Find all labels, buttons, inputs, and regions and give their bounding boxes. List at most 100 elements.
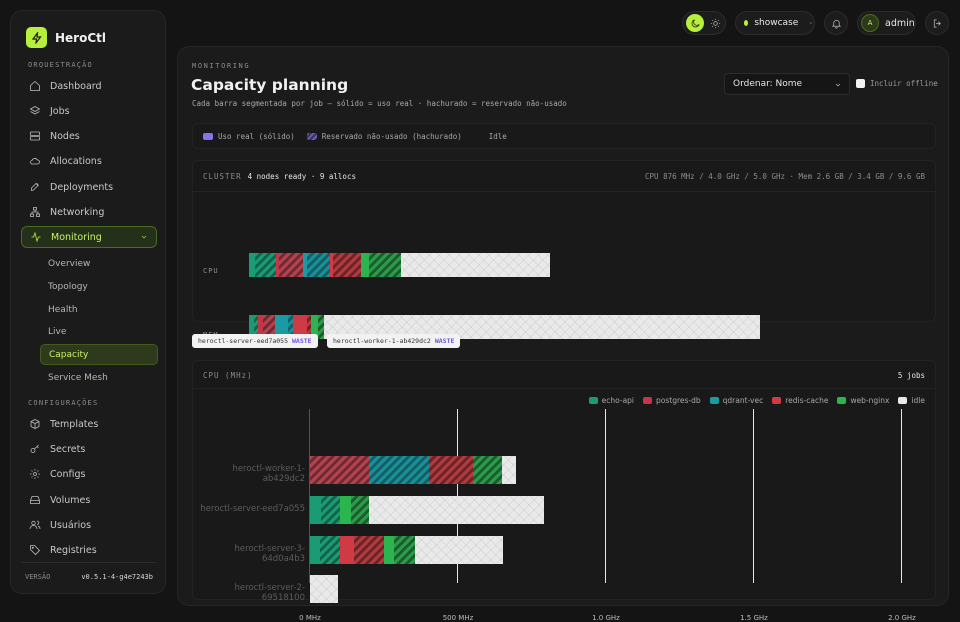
seg-echo-api-reserved — [255, 253, 276, 277]
sidebar-item-monitoring[interactable]: Monitoring — [21, 226, 157, 248]
checkbox-box[interactable] — [856, 79, 865, 88]
cpu-jobs-count: 5 jobs — [897, 371, 925, 380]
server-icon — [30, 131, 40, 141]
axis-tick: 1.0 GHz — [592, 614, 620, 622]
node-cpu-bar[interactable] — [310, 536, 503, 564]
seg-nginx-reserved — [473, 456, 502, 484]
sidebar-item-secrets[interactable]: Secrets — [21, 438, 157, 460]
seg-echo-api — [249, 315, 254, 339]
seg-nginx-reserved — [394, 536, 415, 564]
page-kicker: MONITORING — [192, 62, 251, 70]
seg-nginx — [361, 253, 369, 277]
seg-redis — [340, 536, 354, 564]
include-offline-label: Incluir offline — [870, 79, 938, 88]
seg-redis-reserved — [307, 315, 311, 339]
sidebar-item-label: Dashboard — [50, 80, 102, 92]
user-name: admin — [885, 17, 915, 29]
brand[interactable]: HeroCtl — [26, 27, 106, 48]
sidebar-sub-capacity[interactable]: Capacity — [40, 344, 158, 365]
legend-solid: Uso real (sólido) — [218, 131, 295, 141]
axis-tick: 0 MHz — [299, 614, 321, 622]
sidebar-sub-live[interactable]: Live — [48, 326, 67, 337]
sidebar-item-configs[interactable]: Configs — [21, 463, 157, 485]
waste-tag-label: WASTE — [292, 337, 312, 345]
node-cpu-bar[interactable] — [310, 575, 338, 603]
seg-idle — [401, 253, 550, 277]
cluster-mem-bar[interactable] — [249, 315, 760, 339]
moon-icon[interactable] — [686, 14, 704, 32]
tag-icon — [30, 545, 41, 556]
node-cpu-bar[interactable] — [310, 496, 544, 524]
box-icon — [30, 419, 40, 429]
sidebar-item-nodes[interactable]: Nodes — [21, 125, 157, 147]
seg-idle — [369, 496, 544, 524]
legend-swatch — [772, 397, 782, 404]
page-title: Capacity planning — [191, 76, 349, 94]
logout-button[interactable] — [925, 11, 949, 35]
theme-toggle[interactable] — [682, 11, 726, 35]
seg-echo-api-reserved — [321, 496, 340, 524]
sidebar-item-label: Allocations — [50, 155, 102, 167]
sidebar-item-label: Usuários — [50, 519, 92, 531]
cluster-row-cpu-label: CPU — [203, 267, 219, 275]
seg-echo-api — [249, 253, 255, 277]
legend-idle: Idle — [488, 131, 507, 141]
chevron-down-icon — [835, 83, 841, 87]
node-label: heroctl-server-3-64d0a4b3 — [234, 544, 305, 564]
seg-nginx-reserved — [351, 496, 369, 524]
sidebar-sub-overview[interactable]: Overview — [48, 258, 91, 269]
sidebar-item-users[interactable]: Usuários — [21, 514, 157, 536]
sidebar-item-networking[interactable]: Networking — [21, 201, 157, 223]
cluster-cpu-bar[interactable] — [249, 253, 550, 277]
notifications-button[interactable] — [824, 11, 848, 35]
gridline — [309, 409, 310, 583]
seg-nginx — [384, 536, 394, 564]
gear-icon — [30, 469, 40, 479]
waste-tag[interactable]: heroctl-server-eed7a055 WASTE — [192, 334, 318, 348]
chevron-down-icon — [809, 22, 813, 24]
sort-select[interactable]: Ordenar: Nome — [724, 73, 850, 95]
axis-tick: 500 MHz — [442, 614, 474, 622]
user-menu[interactable]: A admin — [857, 11, 916, 35]
node-cpu-bar[interactable] — [310, 456, 516, 484]
version-info: VERSÃO v0.5.1-4-g4e7243b — [25, 573, 153, 581]
seg-qdrant-reserved — [369, 456, 429, 484]
sun-icon[interactable] — [710, 18, 721, 29]
sidebar-item-dashboard[interactable]: Dashboard — [21, 75, 157, 97]
sidebar-item-label: Nodes — [50, 130, 80, 142]
sidebar-item-deployments[interactable]: Deployments — [21, 176, 157, 198]
sidebar-item-label: Networking — [50, 206, 105, 218]
sidebar-item-templates[interactable]: Templates — [21, 413, 157, 435]
sidebar-sub-service-mesh[interactable]: Service Mesh — [48, 372, 108, 383]
seg-qdrant — [275, 315, 288, 339]
sidebar-item-jobs[interactable]: Jobs — [21, 100, 157, 122]
cpu-legend: echo-api postgres-db qdrant-vec redis-ca… — [588, 396, 925, 405]
brand-name: HeroCtl — [55, 30, 106, 45]
seg-nginx — [311, 315, 318, 339]
cluster-summary: 4 nodes ready · 9 allocs — [247, 172, 356, 181]
seg-redis — [293, 315, 307, 339]
gridline — [605, 409, 606, 583]
seg-qdrant-reserved — [307, 253, 330, 277]
sidebar-item-registries[interactable]: Registries — [21, 539, 157, 561]
legend-qdrant-vec: qdrant-vec — [722, 396, 764, 405]
seg-redis-reserved — [354, 536, 384, 564]
include-offline-checkbox[interactable]: Incluir offline — [856, 79, 938, 88]
waste-tag[interactable]: heroctl-worker-1-ab429dc2 WASTE — [327, 334, 461, 348]
home-icon — [30, 80, 40, 91]
environment-selector[interactable]: showcase — [735, 11, 815, 35]
cpu-chart-title: CPU (MHz) — [203, 371, 253, 380]
cluster-stats: CPU 876 MHz / 4.0 GHz / 5.0 GHz · Mem 2.… — [645, 172, 925, 181]
seg-redis-reserved — [333, 253, 361, 277]
drive-icon — [30, 496, 40, 504]
sidebar-item-allocations[interactable]: Allocations — [21, 150, 157, 172]
cluster-label: CLUSTER — [203, 172, 242, 181]
sidebar-item-volumes[interactable]: Volumes — [21, 489, 157, 511]
key-icon — [30, 444, 39, 453]
sidebar-sub-health[interactable]: Health — [48, 304, 78, 315]
avatar: A — [861, 14, 879, 32]
idle-swatch — [474, 133, 484, 140]
cpu-chart-card: CPU (MHz) 5 jobs echo-api postgres-db qd… — [192, 360, 936, 622]
sidebar-sub-topology[interactable]: Topology — [48, 281, 88, 292]
legend-web-nginx: web-nginx — [850, 396, 890, 405]
